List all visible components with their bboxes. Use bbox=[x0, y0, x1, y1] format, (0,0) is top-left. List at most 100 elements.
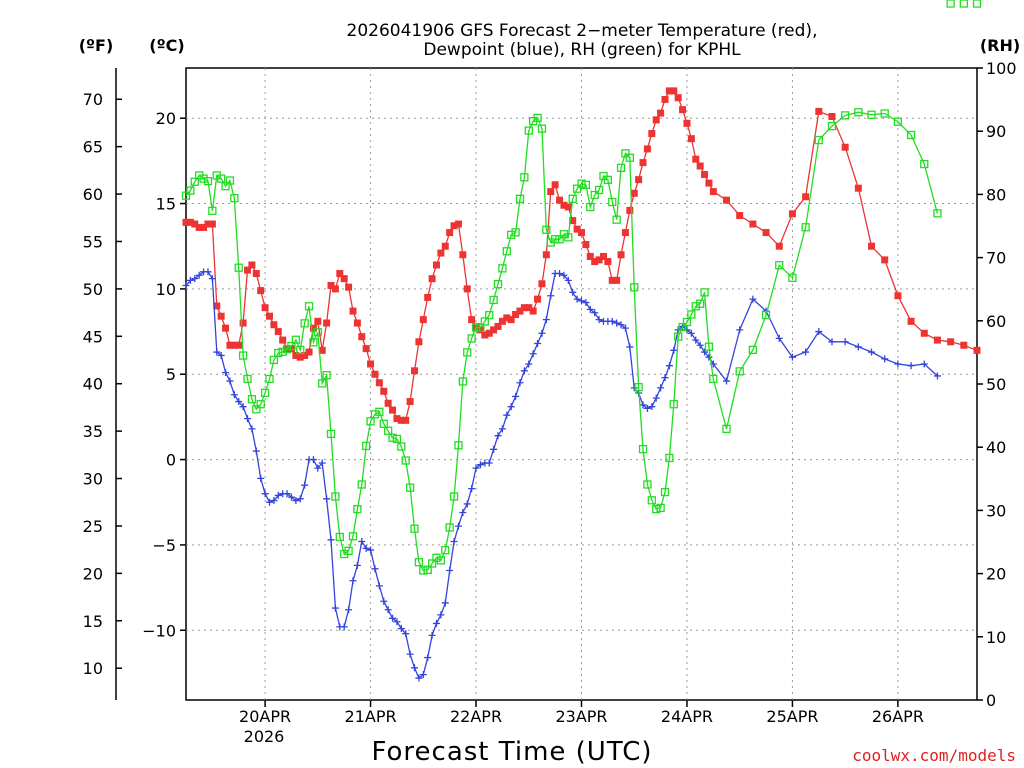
data-point bbox=[507, 403, 515, 411]
data-point bbox=[586, 202, 595, 212]
data-point bbox=[441, 546, 450, 555]
data-point bbox=[437, 611, 445, 619]
c-tick-label: 0 bbox=[166, 451, 176, 470]
f-tick-label: 65 bbox=[83, 138, 103, 157]
data-point bbox=[257, 287, 265, 295]
data-point bbox=[525, 360, 533, 368]
data-point bbox=[226, 341, 234, 349]
data-point bbox=[195, 271, 203, 279]
data-point bbox=[405, 483, 415, 492]
data-point bbox=[665, 453, 674, 463]
data-point bbox=[200, 223, 208, 231]
data-point bbox=[458, 377, 468, 386]
data-point bbox=[476, 323, 485, 332]
data-point bbox=[402, 416, 410, 424]
data-point bbox=[775, 242, 783, 250]
data-point bbox=[235, 398, 243, 406]
series-line bbox=[185, 271, 938, 680]
data-point bbox=[933, 336, 941, 344]
data-point bbox=[599, 252, 607, 260]
data-point bbox=[301, 351, 309, 359]
data-point bbox=[463, 348, 472, 357]
data-point bbox=[511, 228, 520, 237]
rh-tick-label: 80 bbox=[986, 185, 1006, 204]
data-point bbox=[828, 112, 836, 120]
data-point bbox=[340, 275, 348, 283]
plot-area bbox=[185, 67, 978, 701]
data-point bbox=[749, 220, 757, 228]
data-point bbox=[199, 174, 208, 183]
data-point bbox=[375, 407, 384, 416]
data-point bbox=[643, 480, 652, 489]
data-point bbox=[661, 374, 669, 382]
data-point bbox=[208, 220, 216, 228]
data-point bbox=[648, 403, 656, 411]
data-point bbox=[427, 559, 437, 568]
data-point bbox=[353, 504, 362, 514]
data-point bbox=[468, 316, 476, 324]
data-point bbox=[494, 322, 502, 330]
data-point bbox=[534, 340, 542, 348]
data-point bbox=[393, 618, 401, 626]
data-point bbox=[634, 383, 643, 392]
data-point bbox=[314, 317, 322, 325]
f-tick-label: 15 bbox=[83, 612, 103, 631]
data-point bbox=[512, 392, 520, 400]
year-label: 2026 bbox=[244, 727, 285, 746]
data-point bbox=[313, 328, 322, 337]
data-point bbox=[279, 336, 287, 344]
data-point bbox=[362, 441, 371, 451]
data-point bbox=[529, 307, 537, 315]
data-point bbox=[357, 480, 366, 489]
data-point bbox=[291, 335, 301, 344]
data-point bbox=[591, 258, 599, 266]
data-point bbox=[920, 159, 929, 169]
x-tick-label: 24APR bbox=[661, 707, 713, 726]
data-point bbox=[894, 292, 902, 300]
data-point bbox=[841, 111, 850, 120]
data-point bbox=[371, 565, 379, 573]
data-point bbox=[493, 279, 503, 289]
data-point bbox=[542, 251, 550, 259]
data-point bbox=[406, 650, 414, 658]
data-point bbox=[336, 270, 344, 278]
data-point bbox=[705, 353, 713, 361]
data-point bbox=[296, 353, 304, 361]
data-point bbox=[815, 328, 823, 336]
data-point bbox=[626, 343, 634, 351]
data-point bbox=[449, 492, 459, 501]
data-point bbox=[186, 218, 194, 226]
data-point bbox=[221, 182, 230, 191]
c-tick-label: 5 bbox=[166, 365, 176, 384]
data-point bbox=[300, 319, 309, 328]
data-point bbox=[547, 292, 555, 300]
data-point bbox=[498, 317, 506, 325]
c-tick-label: 10 bbox=[156, 280, 176, 299]
data-point bbox=[608, 197, 617, 207]
data-point bbox=[292, 497, 300, 505]
data-point bbox=[490, 326, 498, 334]
data-point bbox=[775, 261, 784, 270]
f-tick-label: 50 bbox=[83, 280, 103, 299]
data-point bbox=[736, 211, 744, 219]
data-point bbox=[613, 319, 621, 327]
data-point bbox=[696, 299, 705, 308]
data-point bbox=[687, 310, 696, 319]
data-point bbox=[920, 329, 928, 337]
data-point bbox=[406, 398, 414, 406]
data-point bbox=[274, 491, 282, 499]
data-point bbox=[578, 229, 585, 237]
rh-tick-label: 30 bbox=[986, 501, 1006, 520]
data-point bbox=[529, 350, 537, 358]
data-point bbox=[476, 326, 484, 334]
data-point bbox=[542, 316, 550, 324]
data-point bbox=[345, 283, 353, 291]
data-point bbox=[450, 538, 458, 546]
data-point bbox=[564, 233, 573, 242]
data-point bbox=[349, 577, 357, 585]
series-line bbox=[185, 111, 939, 572]
data-point bbox=[261, 490, 269, 498]
data-point bbox=[881, 355, 889, 363]
